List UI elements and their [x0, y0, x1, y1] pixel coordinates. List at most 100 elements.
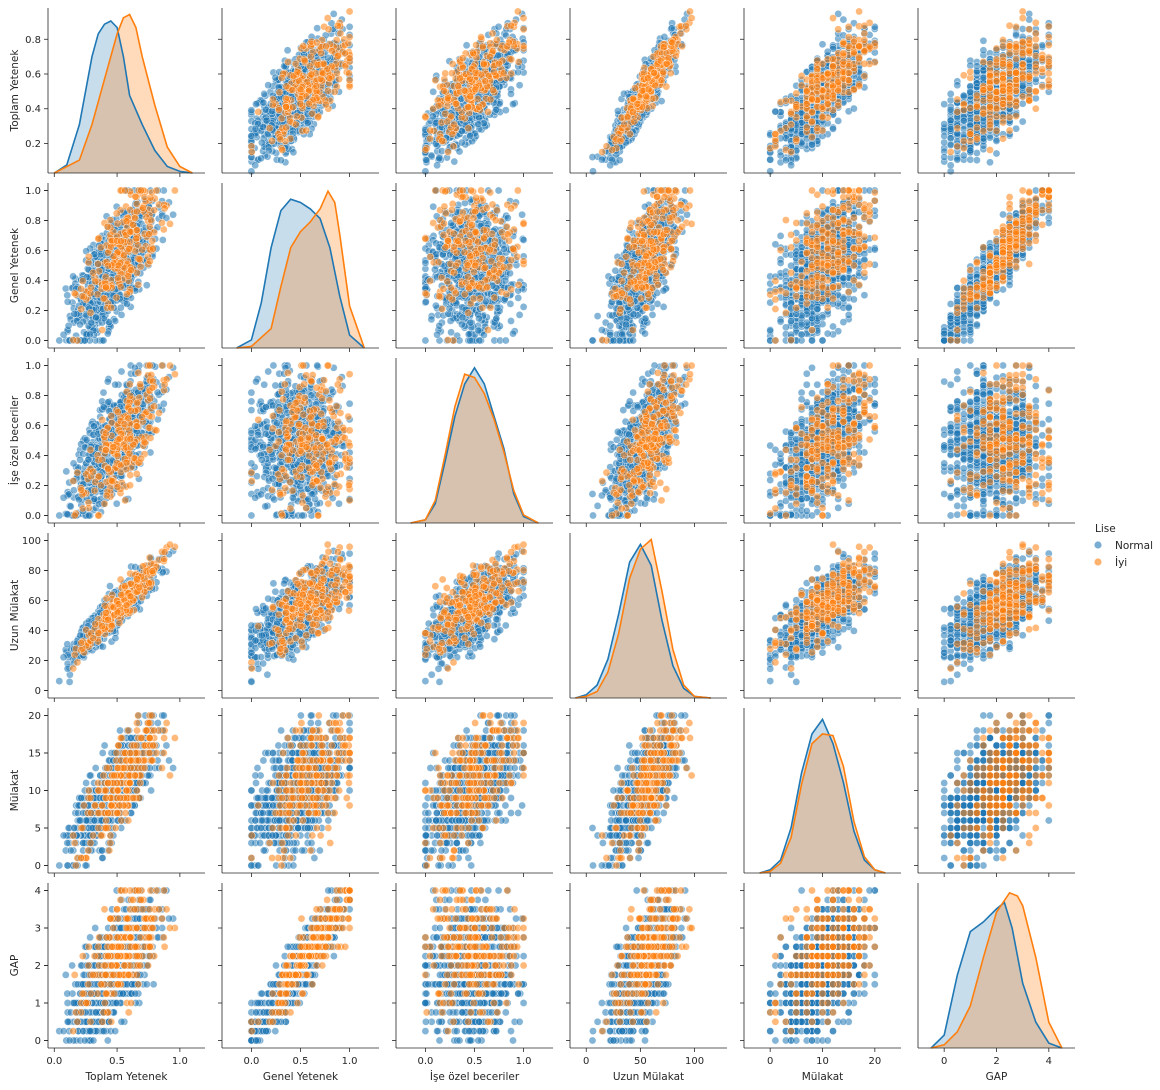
- data-point: [255, 108, 262, 115]
- data-point: [283, 124, 290, 131]
- data-point: [330, 10, 337, 17]
- data-point: [277, 136, 284, 143]
- data-point: [322, 101, 329, 108]
- data-point: [509, 101, 516, 108]
- data-point: [451, 158, 458, 165]
- data-point: [334, 22, 341, 29]
- data-point: [346, 34, 353, 41]
- data-point: [258, 139, 265, 146]
- y-tick-label: 0.8: [25, 35, 41, 46]
- data-point: [284, 58, 291, 65]
- data-point: [325, 26, 332, 33]
- data-point: [346, 55, 353, 62]
- data-point: [314, 114, 321, 121]
- data-point: [465, 125, 472, 132]
- data-point: [252, 162, 259, 169]
- data-point: [248, 107, 255, 114]
- y-tick-label: 0.6: [25, 70, 41, 81]
- data-point: [427, 127, 434, 134]
- data-point: [314, 25, 321, 32]
- data-point: [475, 114, 482, 121]
- data-point: [313, 39, 320, 46]
- data-point: [266, 125, 273, 132]
- data-point: [284, 47, 291, 54]
- data-point: [289, 87, 296, 94]
- data-point: [502, 107, 509, 114]
- data-point: [303, 93, 310, 100]
- y-axis-label: Toplam Yetenek: [9, 49, 21, 133]
- data-point: [304, 119, 311, 126]
- data-point: [252, 125, 259, 132]
- data-point: [292, 121, 299, 128]
- data-point: [258, 155, 265, 162]
- y-tick-label: 0.4: [25, 104, 41, 115]
- data-point: [475, 121, 482, 128]
- data-point: [326, 75, 333, 82]
- data-point: [279, 146, 286, 153]
- data-point: [303, 127, 310, 134]
- data-point: [308, 71, 315, 78]
- data-point: [307, 53, 314, 60]
- data-point: [507, 90, 514, 97]
- data-point: [275, 106, 282, 113]
- data-point: [313, 83, 320, 90]
- data-point: [328, 47, 335, 54]
- data-point: [289, 104, 296, 111]
- data-point: [436, 155, 443, 162]
- data-point: [324, 15, 331, 22]
- data-point: [337, 30, 344, 37]
- data-point: [495, 23, 502, 30]
- data-point: [301, 57, 308, 64]
- data-point: [297, 100, 304, 107]
- data-point: [449, 60, 456, 67]
- data-point: [333, 36, 340, 43]
- data-point: [292, 60, 299, 67]
- data-point: [346, 77, 353, 84]
- data-point: [430, 88, 437, 95]
- data-point: [277, 157, 284, 164]
- data-point: [272, 74, 279, 81]
- data-point: [346, 23, 353, 30]
- data-point: [429, 113, 436, 120]
- data-point: [516, 82, 523, 89]
- data-point: [463, 42, 470, 49]
- data-point: [265, 82, 272, 89]
- data-point: [293, 113, 300, 120]
- data-point: [265, 147, 272, 154]
- data-point: [331, 88, 338, 95]
- data-point: [346, 8, 353, 15]
- data-point: [260, 99, 267, 106]
- data-point: [335, 52, 342, 59]
- data-point: [319, 69, 326, 76]
- data-point: [434, 162, 441, 169]
- data-point: [456, 148, 463, 155]
- data-point: [324, 87, 331, 94]
- data-point: [345, 70, 352, 77]
- data-point: [458, 139, 465, 146]
- data-point: [260, 124, 267, 131]
- data-point: [479, 43, 486, 50]
- data-point: [320, 60, 327, 67]
- data-point: [426, 135, 433, 142]
- data-point: [276, 89, 283, 96]
- data-point: [269, 137, 276, 144]
- data-point: [248, 132, 255, 139]
- data-point: [306, 63, 313, 70]
- data-point: [252, 101, 259, 108]
- y-tick-label: 0.2: [25, 139, 41, 150]
- data-point: [305, 100, 312, 107]
- data-point: [269, 96, 276, 103]
- data-point: [493, 106, 500, 113]
- data-point: [322, 43, 329, 50]
- data-point: [278, 74, 285, 81]
- data-point: [261, 90, 268, 97]
- data-point: [248, 148, 255, 155]
- data-point: [283, 103, 290, 110]
- data-point: [297, 86, 304, 93]
- data-point: [290, 149, 297, 156]
- data-point: [423, 157, 430, 164]
- data-point: [262, 106, 269, 113]
- data-point: [294, 68, 301, 75]
- data-point: [300, 42, 307, 49]
